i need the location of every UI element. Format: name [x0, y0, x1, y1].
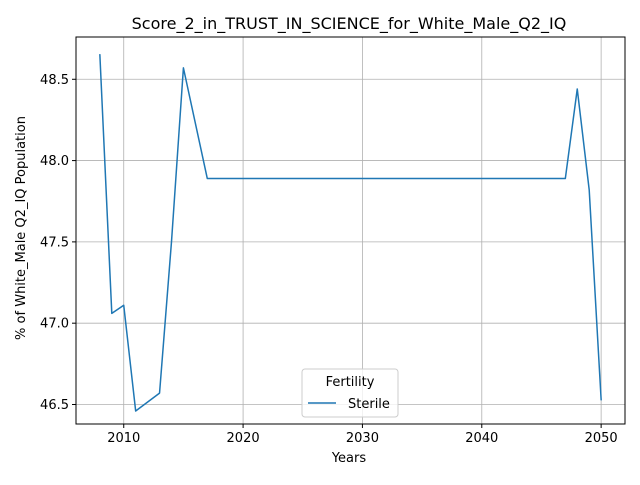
- x-tick-label: 2020: [227, 431, 260, 446]
- plot-area: [99, 54, 602, 412]
- y-axis: 46.5 47.0 47.5 48.0 48.5: [40, 73, 76, 413]
- axes-frame: [75, 36, 626, 425]
- series-line-sterile: [99, 54, 602, 412]
- y-axis-label: % of White_Male Q2_IQ Population: [14, 116, 29, 340]
- x-tick-label: 2030: [346, 431, 379, 446]
- legend-label-sterile: Sterile: [348, 397, 390, 412]
- y-tick-label: 46.5: [40, 398, 69, 413]
- x-axis-label: Years: [331, 451, 367, 466]
- y-tick-label: 47.5: [40, 235, 69, 250]
- x-tick-label: 2010: [107, 431, 140, 446]
- legend-title: Fertility: [326, 375, 375, 390]
- y-tick-label: 48.0: [40, 154, 69, 169]
- legend: Fertility Sterile: [301, 368, 399, 418]
- x-tick-label: 2040: [465, 431, 498, 446]
- chart-title: Score_2_in_TRUST_IN_SCIENCE_for_White_Ma…: [132, 14, 567, 34]
- y-tick-label: 48.5: [40, 73, 69, 88]
- legend-box: [301, 368, 399, 418]
- y-tick-label: 47.0: [40, 317, 69, 332]
- x-axis: 2010 2020 2030 2040 2050: [107, 424, 618, 446]
- x-tick-label: 2050: [585, 431, 618, 446]
